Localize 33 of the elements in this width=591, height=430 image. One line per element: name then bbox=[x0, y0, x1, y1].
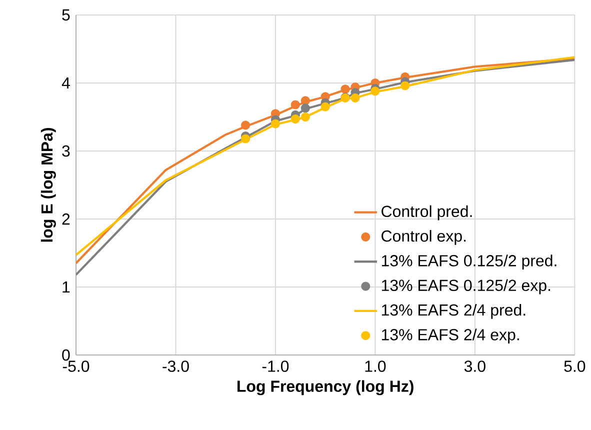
y-tick-label: 5 bbox=[62, 9, 70, 21]
x-tick-label: -1.0 bbox=[262, 360, 289, 372]
point bbox=[290, 114, 300, 124]
point bbox=[290, 100, 300, 110]
legend-label: Control exp. bbox=[382, 230, 466, 245]
legend-label: Control pred. bbox=[382, 205, 472, 220]
x-tick-label: 3.0 bbox=[464, 360, 486, 372]
y-axis-title: log E (log MPa) bbox=[40, 128, 56, 242]
legend-label: 13% EAFS 2/4 pred. bbox=[382, 304, 526, 319]
legend-label: 13% EAFS 0.125/2 pred. bbox=[382, 254, 556, 270]
point bbox=[300, 112, 310, 122]
y-tick-label: 2 bbox=[62, 213, 70, 225]
point bbox=[241, 134, 250, 144]
y-tick-label: 3 bbox=[62, 145, 70, 157]
x-tick-label: 5.0 bbox=[564, 360, 586, 372]
point bbox=[300, 96, 310, 106]
y-tick-label: 1 bbox=[62, 282, 70, 293]
point bbox=[320, 102, 330, 112]
x-tick-label: -3.0 bbox=[162, 360, 189, 372]
point bbox=[300, 104, 310, 113]
point bbox=[270, 119, 280, 128]
point bbox=[241, 120, 250, 130]
x-tick-label: 1.0 bbox=[365, 360, 386, 372]
x-axis-title: Log Frequency (log Hz) bbox=[238, 380, 414, 396]
point bbox=[350, 93, 360, 102]
x-tick-label: -5.0 bbox=[62, 360, 90, 372]
legend-label: 13% EAFS 2/4 exp. bbox=[382, 328, 519, 344]
y-tick-label: 0 bbox=[62, 349, 70, 361]
legend-label: 13% EAFS 0.125/2 exp. bbox=[382, 279, 550, 294]
point bbox=[340, 84, 350, 94]
y-tick-label: 4 bbox=[62, 78, 70, 89]
point bbox=[370, 86, 380, 96]
point bbox=[400, 81, 410, 90]
